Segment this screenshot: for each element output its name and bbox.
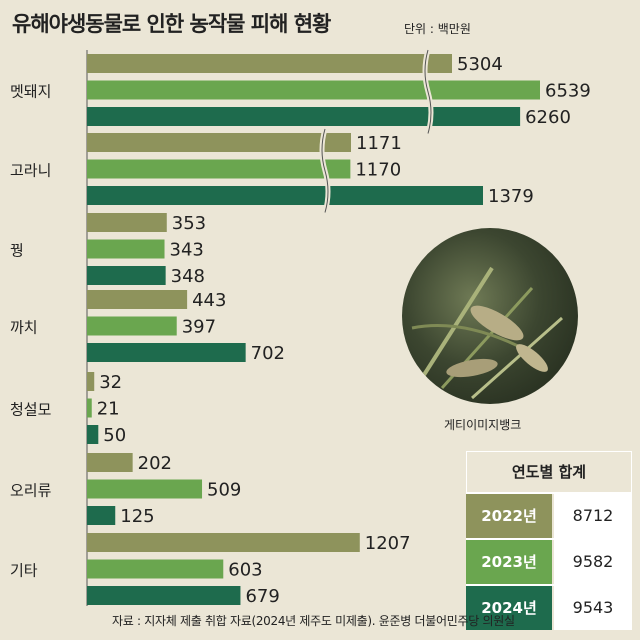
category-label: 까치	[10, 319, 38, 337]
bar-2022년	[87, 133, 351, 152]
category-label: 꿩	[10, 242, 24, 260]
totals-row-2024: 2024년 9543	[466, 584, 632, 630]
bar-2023년	[87, 559, 224, 579]
bar-2024년	[87, 586, 241, 605]
bar-2022년	[87, 213, 167, 232]
data-label: 343	[170, 240, 204, 261]
data-label: 32	[99, 372, 122, 393]
totals-value: 9582	[552, 540, 632, 584]
bar-2022년	[87, 372, 95, 391]
totals-year: 2022년	[466, 494, 552, 538]
category-label: 기타	[10, 562, 38, 580]
category-label: 청설모	[10, 401, 52, 419]
data-label: 202	[138, 453, 172, 474]
totals-title: 연도별 합계	[466, 451, 632, 492]
yearly-totals-table: 연도별 합계 2022년 8712 2023년 9582 2024년 9543	[466, 451, 632, 630]
bar-2024년	[87, 107, 521, 126]
page-title: 유해야생동물로 인한 농작물 피해 현황	[12, 12, 331, 36]
bar-2022년	[87, 453, 133, 472]
data-label: 603	[228, 560, 262, 581]
data-label: 125	[120, 506, 154, 527]
data-label: 397	[182, 317, 216, 338]
totals-year: 2024년	[466, 586, 552, 630]
data-label: 348	[171, 266, 205, 287]
bar-2024년	[87, 186, 483, 205]
bar-2023년	[87, 159, 351, 179]
data-label: 5304	[457, 54, 503, 75]
bar-2023년	[87, 316, 177, 336]
category-label: 고라니	[10, 162, 51, 180]
wildlife-damage-photo	[402, 228, 578, 404]
bar-2023년	[87, 80, 540, 100]
unit-label: 단위 : 백만원	[404, 22, 471, 36]
bar-2024년	[87, 425, 99, 444]
axis-break-line	[424, 49, 432, 134]
data-label: 1207	[365, 533, 411, 554]
data-label: 353	[172, 213, 206, 234]
axis-break-line	[321, 128, 329, 213]
category-label: 오리류	[10, 482, 52, 500]
data-label: 509	[207, 480, 241, 501]
data-label: 1379	[488, 186, 534, 207]
data-label: 1170	[355, 160, 401, 181]
corn-field-illustration-icon	[411, 266, 563, 400]
data-label: 6539	[545, 81, 591, 102]
source-note: 자료 : 지자체 제출 취합 자료(2024년 제주도 미제출). 윤준병 더불…	[112, 614, 515, 628]
data-label: 702	[251, 343, 285, 364]
bar-2022년	[87, 533, 360, 552]
data-label: 443	[192, 290, 226, 311]
bar-2024년	[87, 343, 246, 362]
data-label: 21	[97, 399, 120, 420]
bar-2023년	[87, 239, 165, 259]
totals-row-2023: 2023년 9582	[466, 538, 632, 584]
photo-credit: 게티이미지뱅크	[444, 418, 522, 432]
totals-value: 8712	[552, 494, 632, 538]
bar-2024년	[87, 506, 116, 525]
bar-2022년	[87, 54, 452, 73]
bar-2023년	[87, 398, 92, 418]
bar-2024년	[87, 266, 166, 285]
totals-value: 9543	[552, 586, 632, 630]
bar-2023년	[87, 479, 203, 499]
data-label: 1171	[356, 133, 402, 154]
totals-row-2022: 2022년 8712	[466, 492, 632, 538]
bar-2022년	[87, 290, 188, 309]
totals-year: 2023년	[466, 540, 552, 584]
data-label: 50	[103, 425, 126, 446]
data-label: 679	[245, 586, 279, 607]
data-label: 6260	[525, 107, 571, 128]
category-label: 멧돼지	[10, 83, 51, 101]
